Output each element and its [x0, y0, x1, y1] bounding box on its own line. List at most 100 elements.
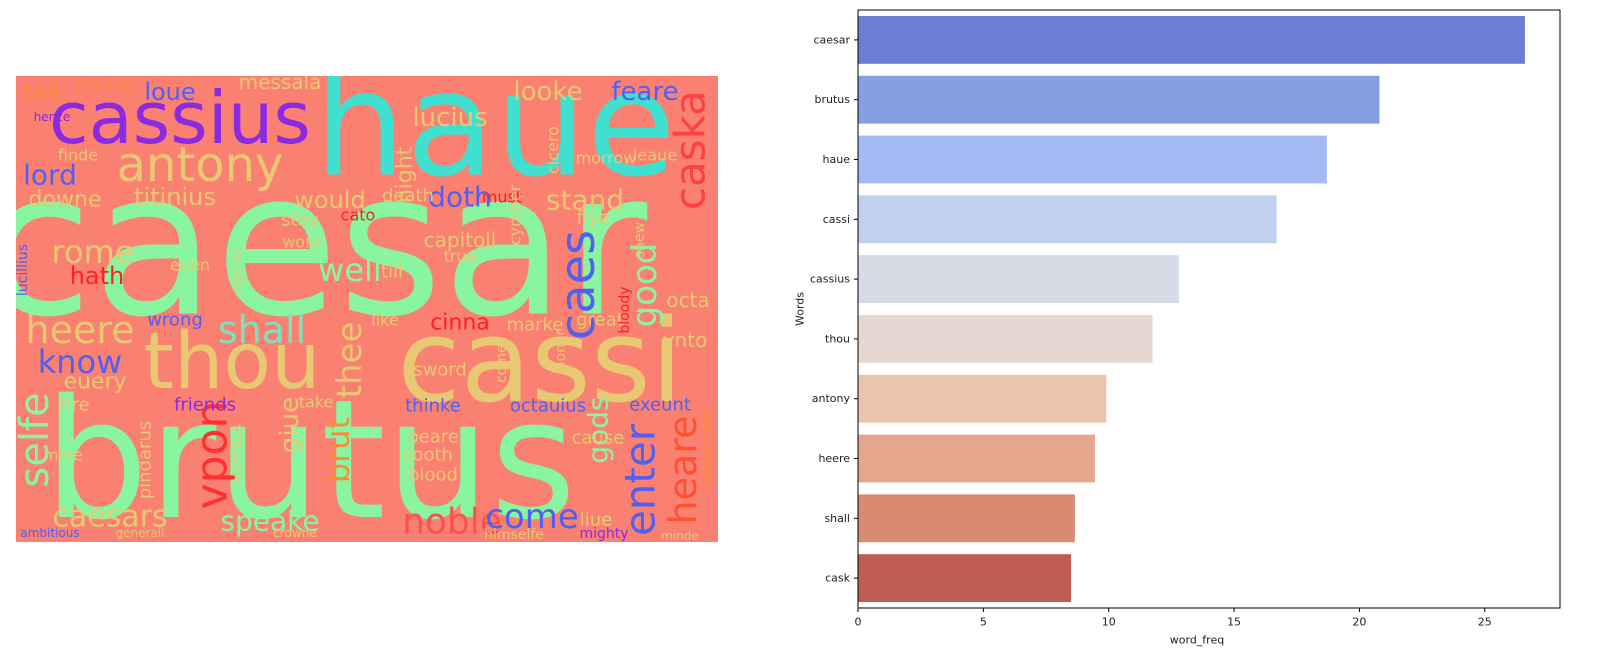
word: lord [23, 159, 77, 192]
word: heare [661, 416, 705, 525]
word: haue [314, 41, 676, 210]
word: metellus [230, 425, 246, 485]
y-tick-label: cassi [823, 213, 850, 226]
y-tick-label: antony [812, 392, 851, 405]
word: ambitious [20, 526, 79, 540]
word: brut [319, 417, 357, 483]
word: capitoll [424, 228, 497, 252]
word: beare [407, 427, 459, 448]
y-tick-label: brutus [815, 93, 851, 106]
bar [858, 434, 1095, 483]
word: mighty [579, 526, 628, 542]
word: death [382, 186, 434, 207]
word: messala [239, 70, 322, 94]
word: crowne [273, 526, 316, 540]
word: octa [666, 288, 709, 312]
word: sword [413, 360, 467, 381]
word: thee [330, 322, 370, 399]
word: stand [546, 184, 624, 217]
y-tick-label: cask [825, 572, 851, 585]
x-axis-label: word_freq [1170, 634, 1224, 647]
bar [858, 374, 1107, 423]
word: againe [230, 246, 246, 293]
word: would [294, 186, 365, 214]
word: take [299, 393, 334, 412]
word: speake [220, 505, 319, 538]
word: shew [632, 222, 648, 258]
word: honourable [700, 410, 716, 489]
word: selfe [12, 392, 58, 487]
bar [858, 255, 1179, 304]
word: bloody [617, 286, 633, 333]
word: doth [428, 181, 492, 214]
x-tick-label: 5 [980, 616, 987, 629]
word: marke [507, 315, 564, 336]
word: hence [34, 110, 71, 124]
word: looke [513, 77, 582, 107]
word: sooth [403, 445, 453, 466]
word: know [38, 343, 123, 381]
word: exeunt [629, 395, 691, 416]
plot-frame [857, 9, 1561, 609]
x-tick-label: 0 [855, 616, 862, 629]
word: leaue [633, 146, 677, 165]
word: night [393, 146, 418, 203]
word: word [282, 233, 321, 252]
y-tick-label: shall [824, 512, 850, 525]
word: true [444, 247, 477, 266]
word: caesars [52, 500, 167, 535]
word: mine [43, 446, 83, 465]
word: come [485, 497, 579, 537]
word: cassius [49, 76, 311, 160]
word: comes [494, 337, 510, 383]
word-cloud-background [16, 76, 718, 542]
word: noble [402, 502, 502, 543]
word: fire [60, 395, 89, 416]
x-tick-label: 10 [1102, 616, 1116, 629]
word: great [576, 310, 624, 331]
y-tick-label: caesar [813, 33, 850, 46]
word: cato [341, 206, 376, 225]
y-tick-label: haue [823, 153, 851, 166]
word: cinna [430, 311, 490, 336]
word: brutus [44, 364, 576, 556]
word: friends [174, 395, 236, 416]
bar [858, 554, 1072, 603]
word: well [318, 251, 382, 289]
word: gods [582, 396, 615, 463]
x-tick-label: 20 [1352, 616, 1366, 629]
word: thinke [405, 396, 461, 417]
word: generall [116, 526, 165, 540]
word: till [381, 262, 403, 283]
word: euen [170, 256, 210, 275]
word: caesar [0, 129, 648, 362]
y-tick-label: thou [825, 332, 850, 345]
word: morrow [576, 149, 637, 168]
bar [858, 494, 1075, 543]
word: flye [576, 208, 609, 229]
word: must [482, 188, 522, 207]
word: cymber [506, 184, 525, 245]
word: cicero [544, 126, 563, 174]
word: feare [611, 77, 678, 107]
bar [858, 195, 1277, 244]
y-tick-label: cassius [810, 273, 850, 286]
word: antony [117, 137, 284, 193]
word: downe [29, 188, 102, 213]
word: heere [25, 308, 134, 352]
word: himselfe [484, 527, 544, 543]
word: titinius [134, 183, 216, 211]
word: giue [275, 397, 305, 453]
word: stay [281, 210, 319, 231]
word: wrong [147, 310, 203, 331]
y-axis-label: Words [794, 292, 807, 326]
bar [858, 75, 1380, 124]
word: decius [76, 75, 134, 96]
word: blood [408, 465, 458, 486]
word: euery [63, 370, 126, 395]
word: cause [572, 428, 625, 449]
x-tick-label: 25 [1478, 616, 1492, 629]
y-tick-label: heere [818, 452, 850, 465]
word: pindarus [135, 421, 156, 499]
